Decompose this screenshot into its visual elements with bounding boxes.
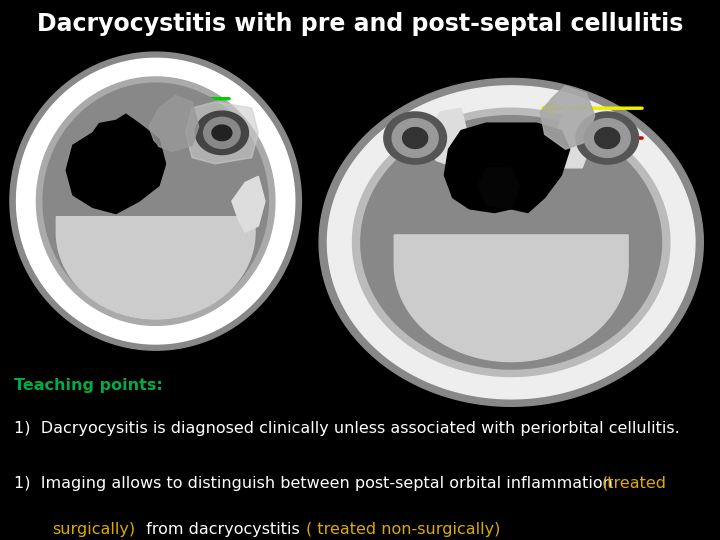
Polygon shape <box>132 139 159 170</box>
Polygon shape <box>79 139 120 188</box>
Polygon shape <box>361 116 662 369</box>
Text: surgically): surgically) <box>52 522 135 537</box>
Polygon shape <box>576 112 639 164</box>
Polygon shape <box>541 86 595 149</box>
Polygon shape <box>43 83 269 319</box>
Polygon shape <box>585 119 630 157</box>
Polygon shape <box>56 217 255 319</box>
Text: 1)  Dacryocysitis is diagnosed clinically unless associated with periorbital cel: 1) Dacryocysitis is diagnosed clinically… <box>14 421 680 436</box>
Polygon shape <box>402 127 428 149</box>
Polygon shape <box>195 111 248 154</box>
Polygon shape <box>232 176 265 232</box>
Polygon shape <box>212 125 232 140</box>
Polygon shape <box>392 119 438 157</box>
Text: 1)  Imaging allows to distinguish between post-septal orbital inflammation: 1) Imaging allows to distinguish between… <box>14 476 618 491</box>
Polygon shape <box>204 117 240 148</box>
Polygon shape <box>353 108 670 376</box>
Polygon shape <box>595 127 620 149</box>
Polygon shape <box>17 58 294 344</box>
Text: Teaching points:: Teaching points: <box>14 379 163 394</box>
Polygon shape <box>149 96 199 151</box>
Text: from dacryocystitis: from dacryocystitis <box>141 522 305 537</box>
Polygon shape <box>109 158 143 195</box>
Polygon shape <box>478 168 520 209</box>
Text: Dacryocystitis with pre and post-septal cellulitis: Dacryocystitis with pre and post-septal … <box>37 12 683 36</box>
Polygon shape <box>66 114 166 213</box>
Polygon shape <box>384 112 446 164</box>
Polygon shape <box>395 235 628 362</box>
Polygon shape <box>37 77 275 325</box>
Polygon shape <box>428 108 469 168</box>
Polygon shape <box>186 102 258 164</box>
Polygon shape <box>444 123 570 213</box>
Text: ( treated non-surgically): ( treated non-surgically) <box>306 522 500 537</box>
Polygon shape <box>10 52 302 350</box>
Polygon shape <box>553 108 595 168</box>
Text: (treated: (treated <box>601 476 666 491</box>
Polygon shape <box>328 86 695 399</box>
Polygon shape <box>319 78 703 406</box>
